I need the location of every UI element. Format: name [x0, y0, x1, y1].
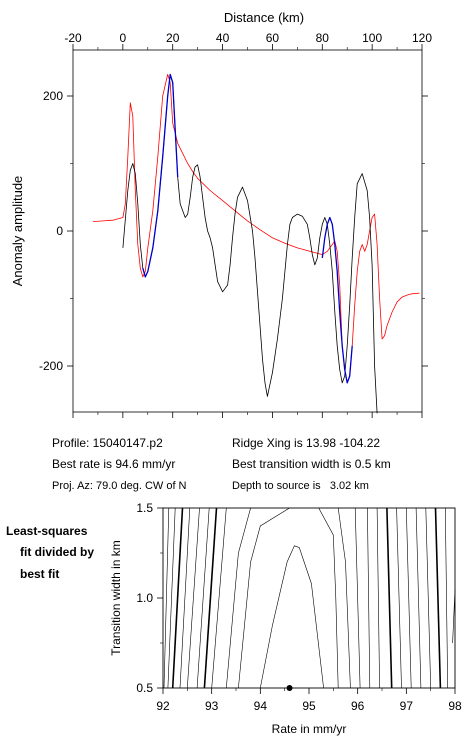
- top-x-tick-label: -20: [64, 31, 82, 45]
- top-x-tick-label: 40: [216, 31, 230, 45]
- contour-line: [203, 507, 218, 689]
- bottom-x-tick-label: 94: [254, 699, 268, 713]
- bottom-x-tick-label: 96: [351, 699, 365, 713]
- contour-line: [171, 507, 184, 689]
- top-x-axis-ticks: -20 0 20 40 60 80 100 120: [64, 31, 432, 418]
- bottom-x-axis-ticks: 92 93 94 95 96 97 98: [156, 688, 462, 713]
- contour-line: [187, 507, 200, 689]
- bottom-y-tick-label: 1.0: [136, 591, 153, 605]
- profile-info-block: Profile: 15040147.p2 Ridge Xing is 13.98…: [52, 436, 391, 492]
- observed-profile-line: [122, 74, 378, 414]
- fit-segment-left-line: [142, 73, 179, 278]
- model-profile-line: [92, 74, 420, 384]
- top-x-tick-label: 0: [120, 31, 127, 45]
- bottom-y-tick-label: 1.5: [136, 501, 153, 515]
- contour-line: [179, 507, 191, 689]
- top-y-tick-label: 0: [56, 224, 63, 238]
- top-x-axis-label: Distance (km): [224, 10, 304, 25]
- depth-to-source-text: Depth to source is 3.02 km: [232, 480, 369, 492]
- bottom-y-axis-ticks: 1.5 1.0 0.5: [136, 501, 163, 695]
- contour-line: [367, 507, 371, 689]
- side-note: Least-squares fit divided by best fit: [6, 524, 94, 581]
- top-x-tick-label: 120: [412, 31, 432, 45]
- contour-lines-group: [163, 507, 456, 689]
- top-x-tick-label: 20: [166, 31, 180, 45]
- contour-line: [376, 507, 380, 689]
- bottom-x-tick-label: 92: [156, 699, 170, 713]
- top-series-group: [92, 73, 420, 414]
- best-transition-text: Best transition width is 0.5 km: [232, 457, 391, 471]
- contour-line: [260, 545, 324, 689]
- contour-line: [163, 507, 170, 689]
- contour-line: [386, 507, 393, 689]
- contour-line: [445, 507, 448, 689]
- bottom-x-axis-label: Rate in mm/yr: [272, 722, 347, 736]
- bottom-x-tick-label: 97: [400, 699, 414, 713]
- contour-line: [354, 507, 361, 689]
- top-y-tick-label: 200: [43, 89, 63, 103]
- best-fit-marker: [286, 685, 293, 691]
- top-x-tick-label: 100: [362, 31, 382, 45]
- top-y-axis-ticks: 200 0 -200: [39, 89, 428, 373]
- side-note-line-3: best fit: [20, 567, 59, 581]
- bottom-y-axis-label: Transition width in km: [109, 540, 123, 656]
- contour-line: [337, 507, 351, 689]
- best-rate-text: Best rate is 94.6 mm/yr: [52, 457, 175, 471]
- contour-line: [425, 507, 431, 689]
- contour-line: [396, 507, 402, 689]
- contour-line: [167, 507, 176, 689]
- fit-segment-right-line: [321, 216, 353, 384]
- top-x-tick-label: 60: [266, 31, 280, 45]
- contour-line: [415, 507, 422, 689]
- side-note-line-2: fit divided by: [20, 545, 94, 559]
- contour-line: [226, 507, 251, 689]
- bottom-x-tick-label: 98: [448, 699, 462, 713]
- contour-line: [318, 507, 339, 689]
- contour-line: [434, 507, 442, 689]
- contour-line: [406, 507, 412, 689]
- bottom-x-tick-label: 95: [302, 699, 316, 713]
- contour-line: [196, 507, 210, 689]
- bottom-x-tick-label: 93: [205, 699, 219, 713]
- misfit-contour-chart: 92 93 94 95 96 97 98 1.5 1.0 0.5 Rate in mm/yr T…: [109, 501, 462, 736]
- side-note-line-1: Least-squares: [6, 524, 88, 538]
- projection-azimuth-text: Proj. Az: 79.0 deg. CW of N: [52, 480, 187, 492]
- top-y-tick-label: -200: [39, 359, 63, 373]
- profile-name-text: Profile: 15040147.p2: [52, 436, 163, 450]
- contour-line: [238, 507, 290, 689]
- contour-line: [211, 507, 227, 689]
- top-x-tick-label: 80: [316, 31, 330, 45]
- ridge-crossing-text: Ridge Xing is 13.98 -104.22: [232, 436, 380, 450]
- bottom-y-tick-label: 0.5: [136, 681, 153, 695]
- top-y-axis-label: Anomaly amplitude: [10, 176, 25, 287]
